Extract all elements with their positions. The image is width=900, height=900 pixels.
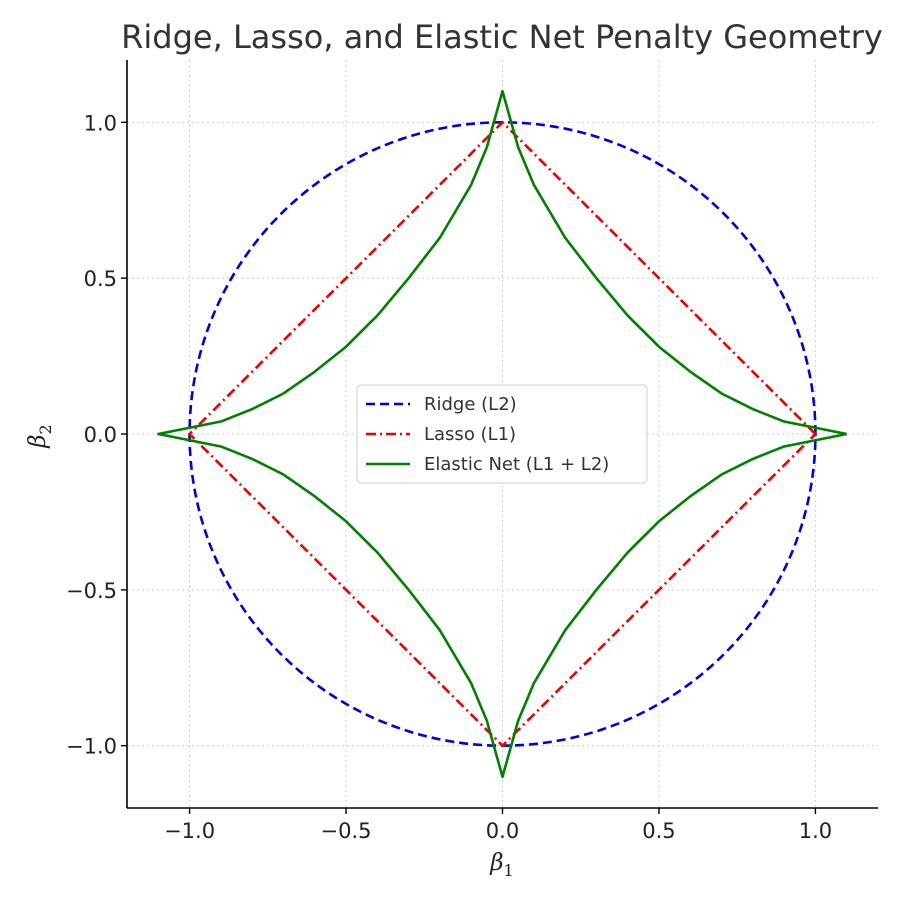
legend-label-2: Elastic Net (L1 + L2): [424, 454, 609, 475]
series-line-1: [188, 121, 817, 747]
x-ticks: −1.0 −0.5 0.0 0.5 1.0: [164, 808, 832, 843]
legend-label-1: Lasso (L1): [424, 424, 516, 445]
plot-area: [156, 89, 847, 779]
x-tick-label-0: −1.0: [164, 819, 215, 843]
x-tick-label-1: −0.5: [321, 819, 372, 843]
x-tick-label-3: 0.5: [642, 819, 675, 843]
legend-label-0: Ridge (L2): [424, 394, 517, 415]
legend: Ridge (L2) Lasso (L1) Elastic Net (L1 + L2…: [356, 384, 648, 484]
y-axis-label: β2: [25, 424, 55, 448]
x-tick-label-2: 0.0: [486, 819, 519, 843]
x-tick-label-4: 1.0: [799, 819, 832, 843]
x-axis-label: β1: [489, 850, 513, 880]
y-tick-label-1: −0.5: [66, 579, 117, 603]
y-tick-label-0: −1.0: [66, 735, 117, 759]
y-tick-label-2: 0.0: [84, 423, 117, 447]
y-tick-label-4: 1.0: [84, 111, 117, 135]
y-ticks: −1.0 −0.5 0.0 0.5 1.0: [66, 111, 127, 759]
y-tick-label-3: 0.5: [84, 267, 117, 291]
legend-frame: [356, 384, 648, 484]
series-line-2: [156, 89, 847, 779]
chart-title: Ridge, Lasso, and Elastic Net Penalty Ge…: [121, 18, 883, 56]
